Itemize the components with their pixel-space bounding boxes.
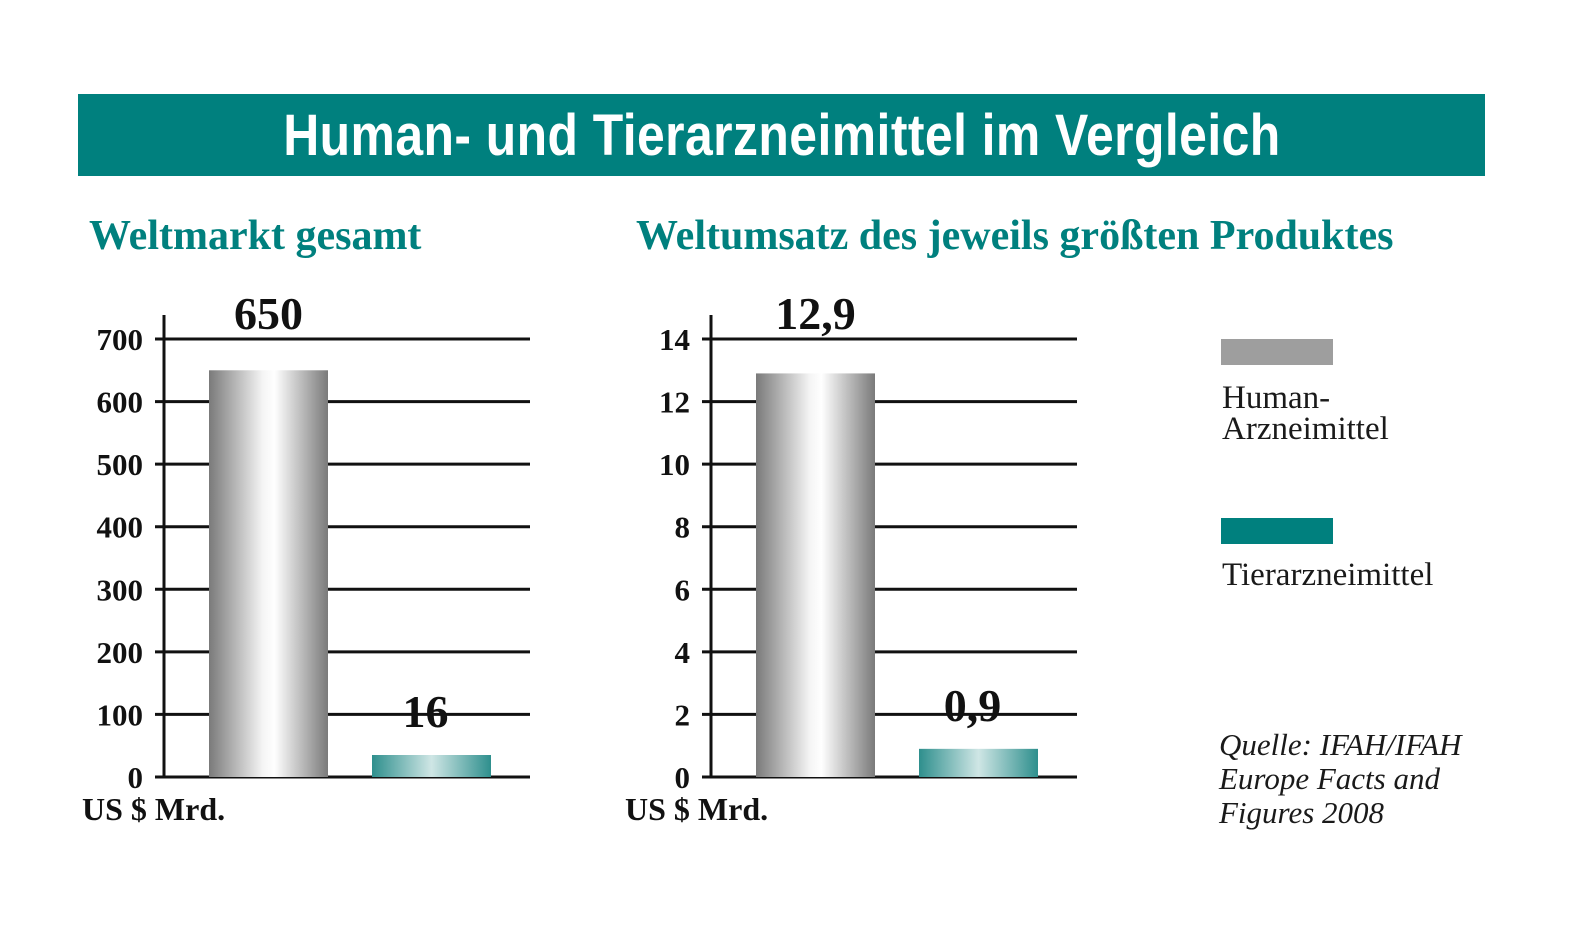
left-bar-chart: 0 100 200 300 400 500 600 700 650 16 US $ Mrd.: [82, 288, 530, 827]
y-tick-label: 4: [675, 635, 691, 670]
y-axis-unit-label: US $ Mrd.: [82, 791, 225, 827]
title-banner: Human- und Tierarzneimittel im Vergleich: [78, 94, 1485, 176]
y-tick-label: 8: [675, 510, 691, 545]
y-tick-label: 600: [97, 385, 144, 420]
legend-swatch-tier: [1221, 518, 1333, 544]
bar-human: [209, 370, 328, 777]
y-tick-label: 12: [659, 385, 690, 420]
data-label: 650: [234, 288, 303, 339]
data-label: 0,9: [944, 680, 1002, 731]
y-tick-label: 700: [97, 322, 144, 357]
right-bar-chart: 0 2 4 6 8 10 12 14 12,9 0,9 US $ Mrd.: [625, 288, 1077, 827]
y-tick-label: 14: [659, 322, 690, 357]
y-tick-label: 400: [97, 510, 144, 545]
bar-tier: [919, 748, 1038, 777]
legend-label-human: Human- Arzneimittel: [1222, 380, 1389, 447]
y-tick-label: 6: [675, 572, 691, 607]
data-label: 12,9: [775, 288, 856, 339]
source-note: Quelle: IFAH/IFAH Europe Facts and Figures…: [1219, 727, 1462, 830]
y-tick-label: 300: [97, 572, 144, 607]
y-tick-label: 10: [659, 447, 690, 482]
left-chart-subtitle: Weltmarkt gesamt: [89, 213, 422, 259]
y-axis-unit-label: US $ Mrd.: [625, 791, 768, 827]
y-tick-label: 0: [128, 760, 144, 795]
y-tick-label: 100: [97, 697, 144, 732]
chart-title: Human- und Tierarzneimittel im Vergleich: [282, 102, 1281, 168]
legend-swatch-human: [1221, 339, 1333, 365]
bar-human: [756, 373, 875, 777]
y-tick-label: 200: [97, 635, 144, 670]
right-chart-subtitle: Weltumsatz des jeweils größten Produktes: [636, 213, 1394, 259]
y-tick-label: 0: [675, 760, 691, 795]
y-tick-label: 2: [675, 697, 691, 732]
y-tick-label: 500: [97, 447, 144, 482]
legend-label-tier: Tierarzneimittel: [1222, 557, 1434, 593]
bar-tier: [372, 755, 491, 777]
data-label: 16: [403, 686, 449, 737]
